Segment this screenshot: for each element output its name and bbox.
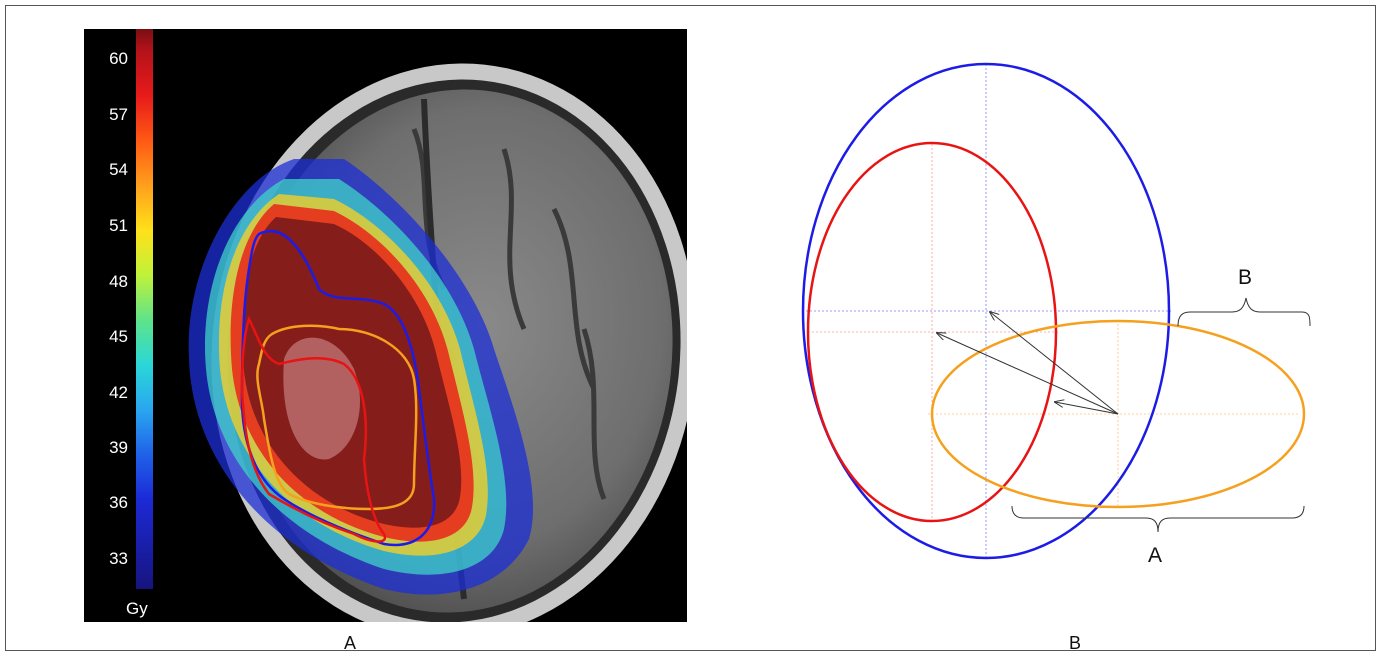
sulcus-lines — [411, 128, 607, 500]
orange-contour — [256, 324, 418, 511]
panel-a-caption: A — [344, 633, 357, 653]
panel-b-caption: B — [1069, 633, 1082, 653]
colorbar-tick: 39 — [109, 438, 128, 457]
orange-ellipse — [930, 319, 1306, 509]
brace-a — [1011, 505, 1305, 533]
colorbar-tick: 60 — [109, 49, 128, 68]
colorbar-tick: 36 — [109, 493, 128, 512]
tumour-region — [283, 337, 360, 460]
colorbar-tick: 51 — [109, 216, 128, 235]
colorbar-tick: 54 — [109, 160, 128, 179]
blue-ellipse — [801, 62, 1171, 560]
figure-frame: 60 57 54 51 48 45 42 39 36 33 Gy — [5, 5, 1376, 653]
brace-a-label: A — [1148, 544, 1162, 567]
ellipse-schematic: B A — [801, 62, 1311, 567]
colorbar-tick: 42 — [109, 383, 128, 402]
arrow-to-red-center — [937, 333, 1119, 415]
colorbar-tick: 33 — [109, 549, 128, 568]
red-ellipse — [806, 141, 1058, 523]
brace-b-label: B — [1238, 266, 1252, 289]
mri-dose-panel: 60 57 54 51 48 45 42 39 36 33 Gy — [84, 29, 687, 622]
colorbar-tick: 57 — [109, 105, 128, 124]
dose-colorbar — [136, 29, 153, 589]
arrow-to-red-edge — [1055, 402, 1119, 415]
colorbar-unit: Gy — [126, 599, 148, 618]
brain-scan-image — [188, 63, 687, 622]
arrow-to-blue-center — [990, 312, 1119, 415]
brace-b — [1177, 297, 1311, 327]
red-contour — [240, 315, 387, 543]
colorbar-tick: 48 — [109, 272, 128, 291]
colorbar-tick: 45 — [109, 327, 128, 346]
